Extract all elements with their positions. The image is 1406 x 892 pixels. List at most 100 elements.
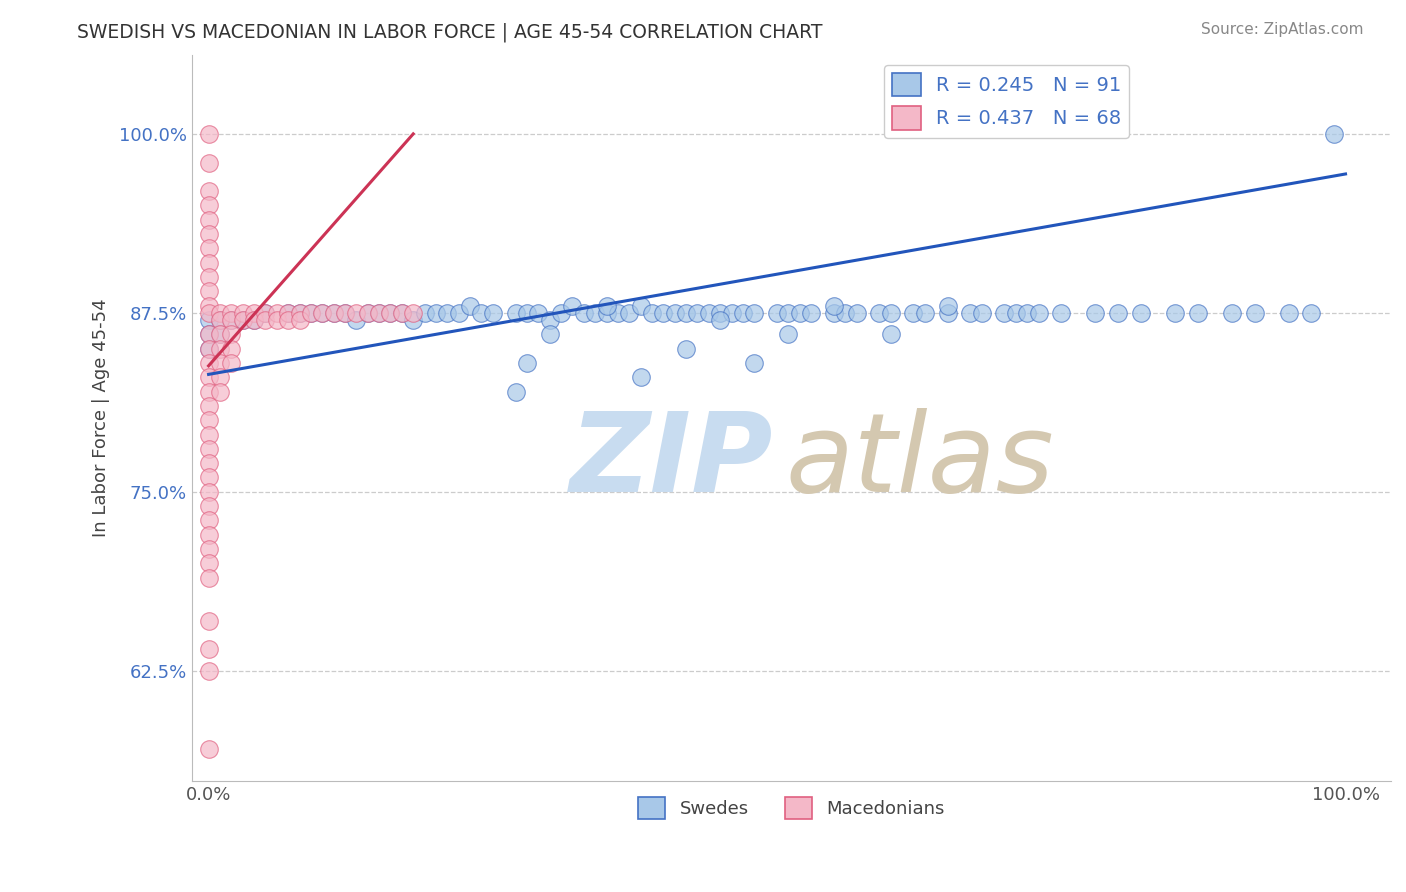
Point <box>357 306 380 320</box>
Point <box>333 306 356 320</box>
Point <box>675 342 697 356</box>
Point <box>208 313 231 327</box>
Point <box>686 306 709 320</box>
Point <box>380 306 402 320</box>
Point <box>221 356 243 370</box>
Point <box>402 313 425 327</box>
Point <box>1129 306 1152 320</box>
Point <box>277 313 299 327</box>
Point <box>1004 306 1026 320</box>
Point <box>197 527 219 541</box>
Point <box>299 306 322 320</box>
Point <box>606 306 628 320</box>
Point <box>197 470 219 484</box>
Point <box>447 306 470 320</box>
Text: ZIP: ZIP <box>569 409 773 515</box>
Point <box>845 306 868 320</box>
Point <box>742 356 765 370</box>
Point <box>243 313 266 327</box>
Point <box>652 306 675 320</box>
Text: atlas: atlas <box>786 409 1054 515</box>
Point <box>197 370 219 384</box>
Point <box>197 384 219 399</box>
Point <box>322 306 344 320</box>
Point <box>697 306 720 320</box>
Point <box>823 306 845 320</box>
Point <box>197 542 219 557</box>
Point <box>505 384 527 399</box>
Point <box>380 306 402 320</box>
Point <box>538 327 561 342</box>
Point <box>197 327 219 342</box>
Point <box>936 299 959 313</box>
Point <box>458 299 481 313</box>
Point <box>413 306 436 320</box>
Point <box>208 356 231 370</box>
Point <box>197 127 219 141</box>
Point <box>208 327 231 342</box>
Point <box>221 327 243 342</box>
Point <box>197 184 219 198</box>
Point <box>344 313 367 327</box>
Point <box>868 306 890 320</box>
Point <box>789 306 811 320</box>
Point <box>1301 306 1323 320</box>
Point <box>619 306 641 320</box>
Point <box>1243 306 1265 320</box>
Point <box>664 306 686 320</box>
Point <box>322 306 344 320</box>
Point <box>197 342 219 356</box>
Point <box>197 664 219 678</box>
Point <box>709 306 731 320</box>
Point <box>505 306 527 320</box>
Point <box>288 306 311 320</box>
Point <box>254 306 277 320</box>
Point <box>1084 306 1107 320</box>
Point <box>402 306 425 320</box>
Point <box>595 299 617 313</box>
Point <box>630 370 652 384</box>
Point <box>436 306 458 320</box>
Point <box>572 306 595 320</box>
Point <box>197 557 219 571</box>
Point <box>561 299 583 313</box>
Point <box>527 306 550 320</box>
Point <box>266 306 288 320</box>
Point <box>1017 306 1039 320</box>
Point <box>232 313 254 327</box>
Point <box>197 299 219 313</box>
Point <box>197 256 219 270</box>
Point <box>344 306 367 320</box>
Text: SWEDISH VS MACEDONIAN IN LABOR FORCE | AGE 45-54 CORRELATION CHART: SWEDISH VS MACEDONIAN IN LABOR FORCE | A… <box>77 22 823 42</box>
Point <box>197 212 219 227</box>
Point <box>254 313 277 327</box>
Point <box>583 306 606 320</box>
Point <box>834 306 856 320</box>
Point <box>823 299 845 313</box>
Point <box>1107 306 1129 320</box>
Point <box>221 313 243 327</box>
Point <box>197 513 219 527</box>
Point <box>197 327 219 342</box>
Point <box>208 313 231 327</box>
Point <box>936 306 959 320</box>
Point <box>208 327 231 342</box>
Point <box>221 306 243 320</box>
Point <box>197 285 219 299</box>
Point <box>197 499 219 513</box>
Point <box>1220 306 1243 320</box>
Point <box>288 306 311 320</box>
Point <box>709 313 731 327</box>
Point <box>208 384 231 399</box>
Point <box>197 413 219 427</box>
Point <box>595 306 617 320</box>
Point <box>299 306 322 320</box>
Point <box>197 342 219 356</box>
Point <box>903 306 925 320</box>
Point <box>197 456 219 470</box>
Point <box>516 356 538 370</box>
Point <box>197 427 219 442</box>
Point <box>391 306 413 320</box>
Point <box>1278 306 1301 320</box>
Point <box>197 742 219 756</box>
